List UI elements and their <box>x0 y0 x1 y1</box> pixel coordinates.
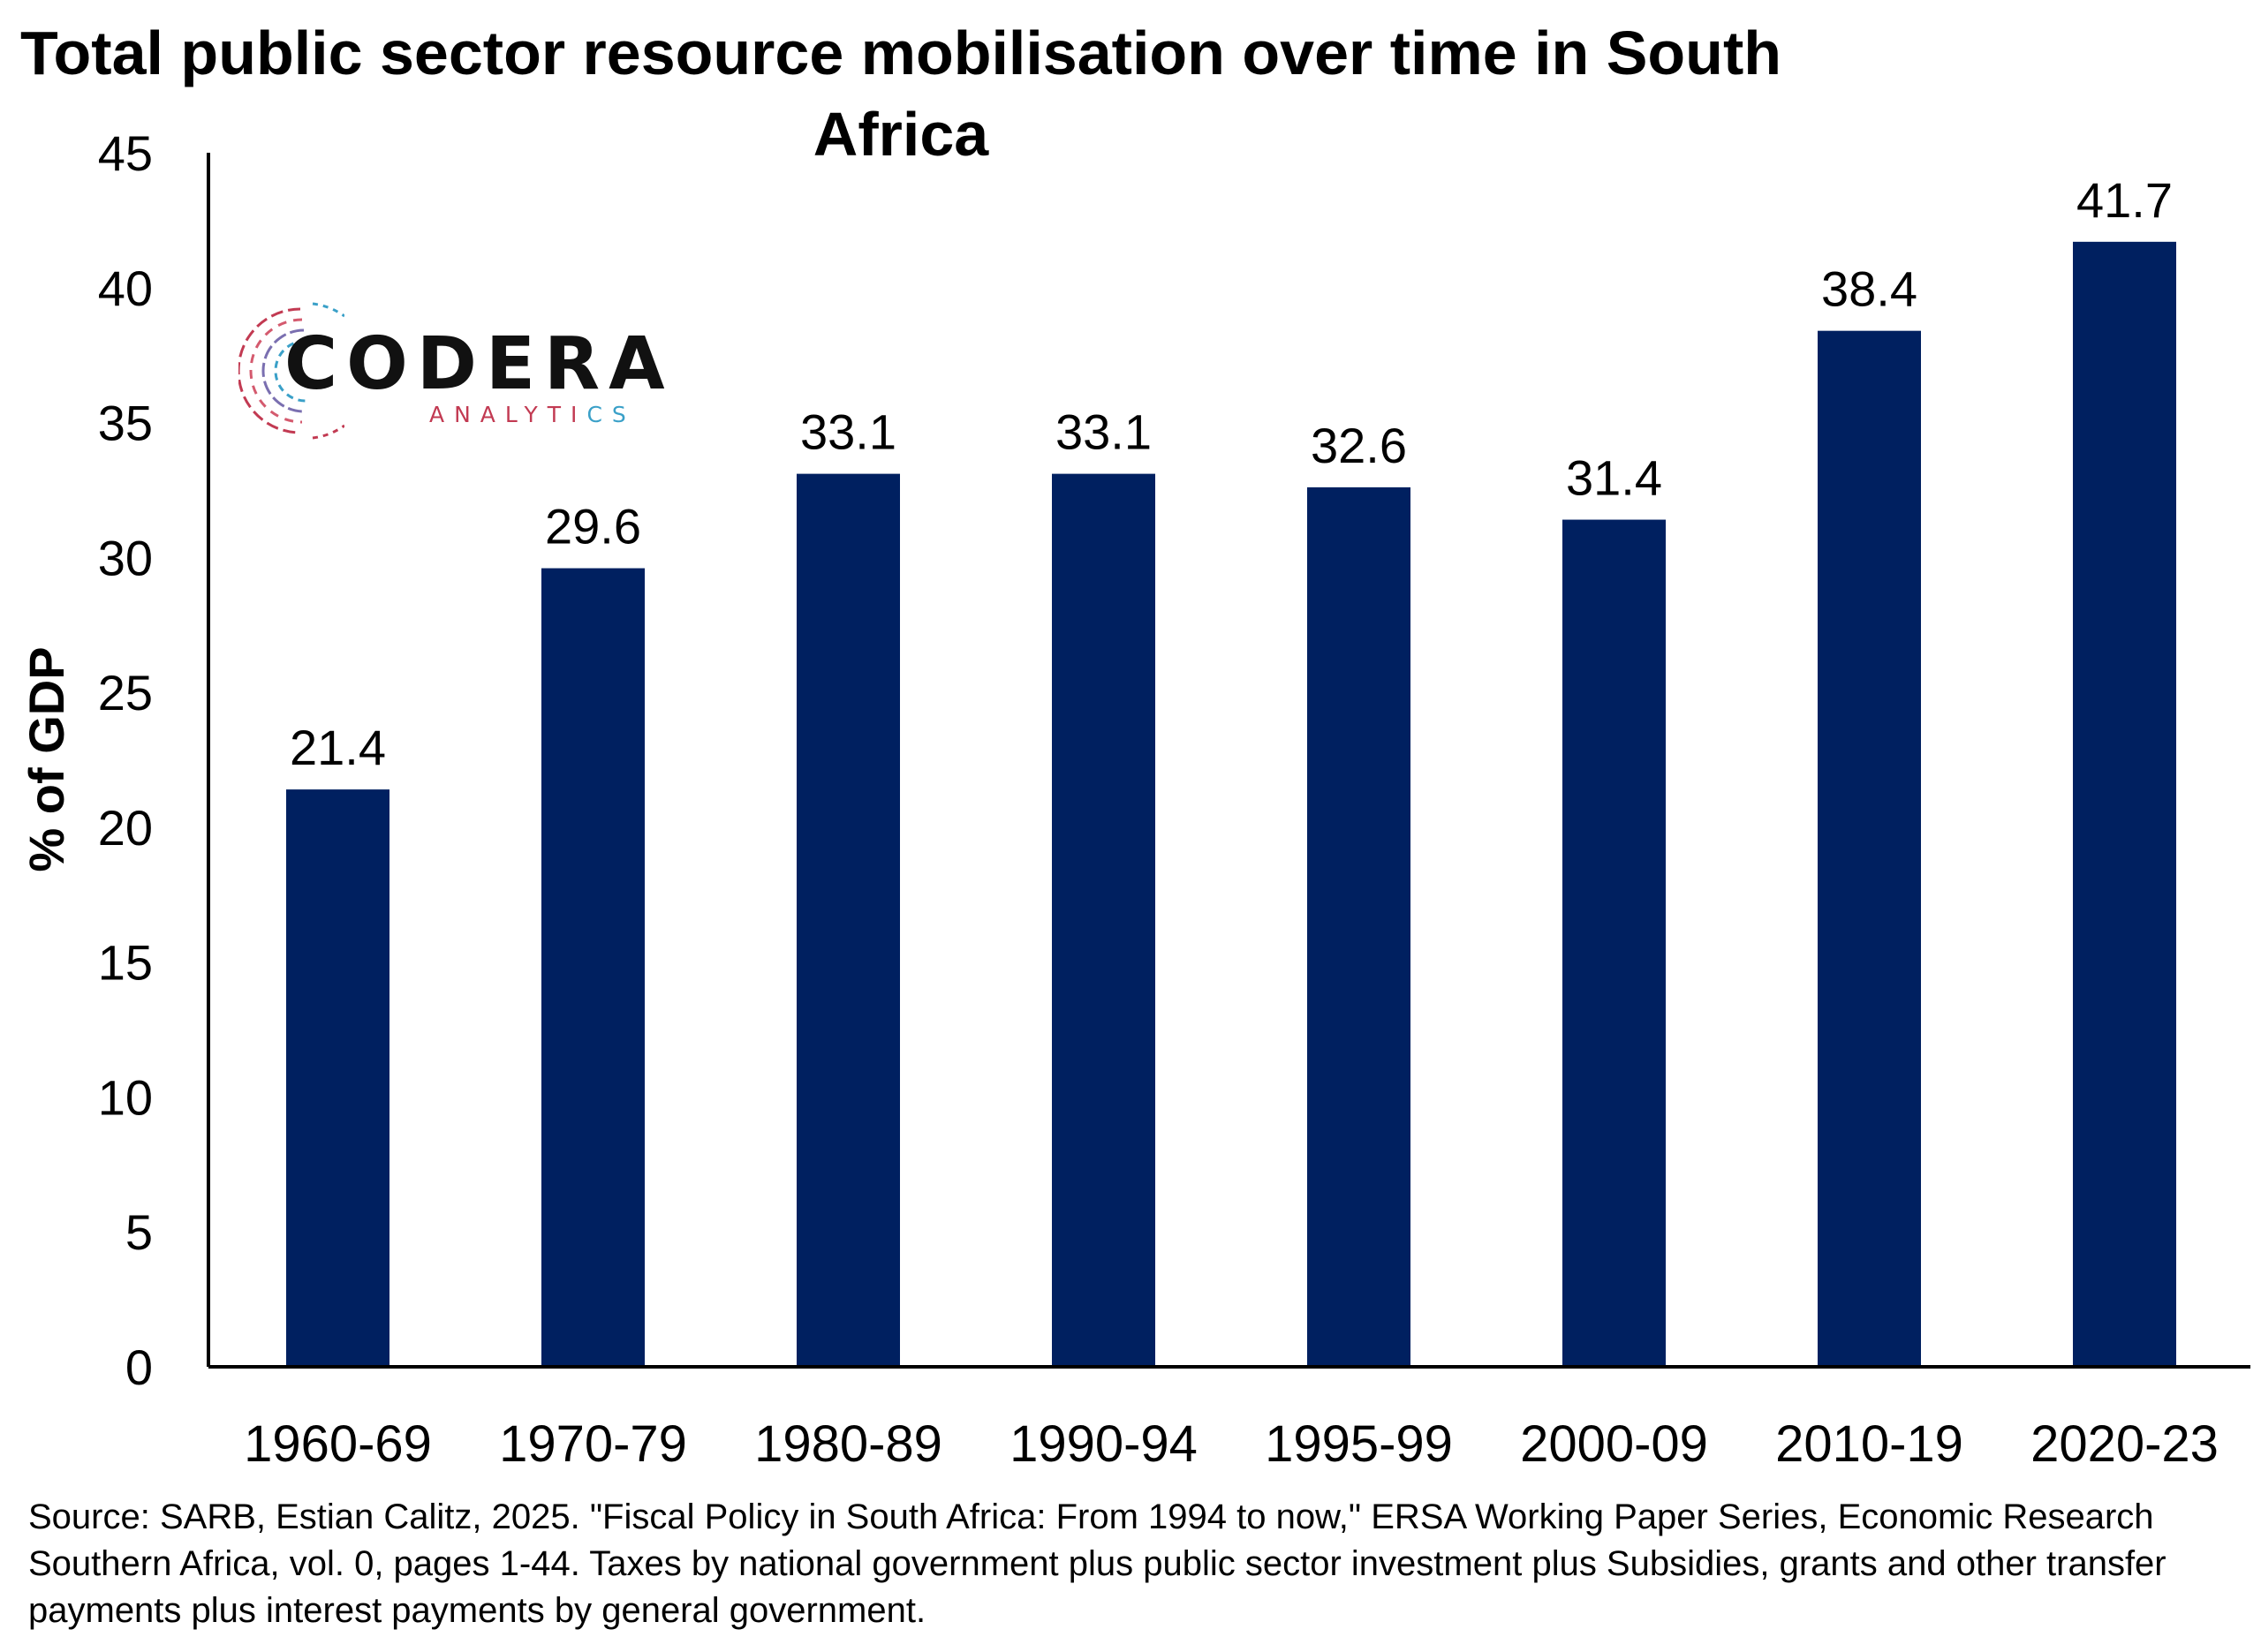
x-tick-label: 1990-94 <box>1010 1415 1198 1473</box>
bar <box>1818 330 1921 1368</box>
bar <box>286 789 389 1367</box>
bar-value-label: 32.6 <box>1311 418 1407 473</box>
logo-subtitle-part: ANALYTI <box>429 402 587 427</box>
x-tick-label: 2020-23 <box>2030 1415 2219 1473</box>
bar <box>541 568 645 1367</box>
bar-value-label: 38.4 <box>1821 261 1917 317</box>
x-tick-label: 1980-89 <box>754 1415 942 1473</box>
y-tick-label: 30 <box>98 530 153 585</box>
bar <box>1562 519 1666 1367</box>
x-tick-label: 1995-99 <box>1265 1415 1453 1473</box>
y-tick-label: 0 <box>125 1339 153 1395</box>
x-tick-label: 2010-19 <box>1775 1415 1963 1473</box>
source-note: Source: SARB, Estian Calitz, 2025. "Fisc… <box>28 1497 2166 1630</box>
y-axis-ticks: 0 5 10 15 20 25 30 35 40 45 <box>98 125 153 1395</box>
bar-value-labels: 21.4 29.6 33.1 33.1 32.6 31.4 38.4 41.7 <box>290 172 2173 775</box>
y-tick-label: 25 <box>98 665 153 720</box>
bar <box>1052 473 1155 1367</box>
bar <box>797 473 900 1367</box>
bar <box>1307 487 1410 1367</box>
logo-wordmark: CODERA <box>284 322 674 406</box>
x-tick-label: 1960-69 <box>244 1415 432 1473</box>
bar-value-label: 41.7 <box>2076 172 2173 228</box>
codera-logo: CODERA ANALYTICS <box>238 300 665 441</box>
y-tick-label: 15 <box>98 935 153 991</box>
y-axis-label: % of GDP <box>19 646 74 871</box>
x-tick-label: 1970-79 <box>499 1415 687 1473</box>
y-tick-label: 35 <box>98 396 153 451</box>
chart-title: Total public sector resource mobilisatio… <box>19 19 1782 169</box>
bar-value-label: 29.6 <box>545 499 641 554</box>
y-tick-label: 5 <box>125 1204 153 1260</box>
x-axis-ticks: 1960-69 1970-79 1980-89 1990-94 1995-99 2000-… <box>244 1415 2219 1473</box>
bar <box>2073 241 2176 1367</box>
bar-value-label: 21.4 <box>290 720 386 775</box>
bar-value-label: 33.1 <box>800 404 896 460</box>
bars <box>286 241 2176 1368</box>
logo-subtitle: ANALYTICS <box>429 402 636 428</box>
bar-value-label: 33.1 <box>1055 404 1152 460</box>
bar-value-label: 31.4 <box>1566 450 1662 506</box>
y-tick-label: 10 <box>98 1069 153 1125</box>
y-tick-label: 40 <box>98 260 153 316</box>
codera-logo-mark <box>238 302 344 440</box>
y-tick-label: 20 <box>98 800 153 856</box>
x-tick-label: 2000-09 <box>1520 1415 1708 1473</box>
logo-subtitle-part: CS <box>586 402 636 427</box>
y-tick-label: 45 <box>98 125 153 181</box>
